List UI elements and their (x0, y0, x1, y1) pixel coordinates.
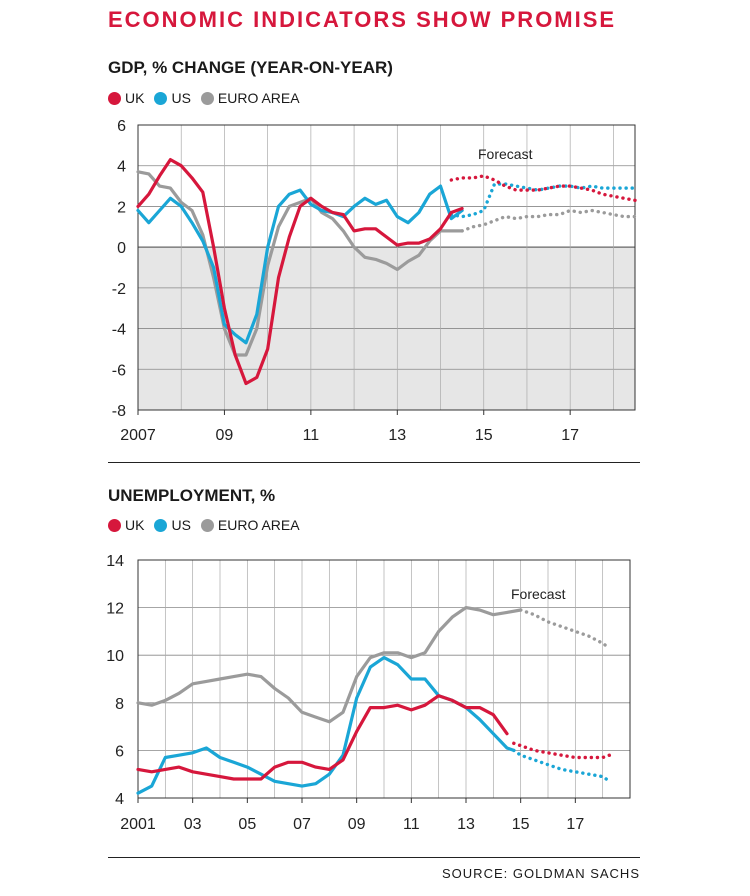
unemployment-legend: UK US EURO AREA (108, 517, 310, 533)
gdp-ytick-label: -2 (112, 281, 126, 298)
unemployment-legend-us: US (154, 517, 191, 533)
gdp-series-euro-actual (136, 170, 464, 357)
unemployment-ytick-label: 6 (115, 743, 124, 760)
unemployment-series-us-forecast (512, 748, 612, 783)
gdp-xtick-label: 11 (303, 427, 320, 444)
gdp-forecast-annotation: Forecast (478, 146, 533, 162)
unemployment-plot-border (137, 559, 631, 799)
unemployment-chart-title: UNEMPLOYMENT, % (108, 486, 276, 505)
gdp-ytick-label: -4 (112, 322, 126, 339)
unemployment-legend-euro-label: EURO AREA (217, 517, 300, 533)
gdp-legend: UK US EURO AREA (108, 90, 310, 106)
gdp-xtick-label: 15 (475, 427, 493, 444)
unemployment-xtick-label: 03 (184, 816, 202, 833)
gdp-legend-euro: EURO AREA (200, 90, 300, 106)
euro-dot-icon (200, 91, 214, 105)
gdp-plot-border (137, 124, 636, 411)
unemployment-xtick-label: 07 (293, 816, 311, 833)
gdp-legend-uk: UK (108, 90, 144, 106)
gdp-xtick-label: 13 (388, 427, 406, 444)
unemployment-legend-us-label: US (171, 517, 191, 533)
gdp-xtick-label: 09 (216, 427, 234, 444)
unemployment-ytick-label: 14 (106, 553, 124, 570)
gdp-divider (108, 462, 640, 463)
unemployment-series-euro-forecast (519, 608, 612, 650)
euro-dot-icon (200, 518, 214, 532)
gdp-series-uk-actual (136, 158, 464, 386)
unemployment-ytick-label: 8 (115, 696, 124, 713)
gdp-legend-uk-label: UK (125, 90, 145, 106)
gdp-legend-us-label: US (171, 90, 191, 106)
unemployment-series-uk-forecast (512, 741, 612, 760)
gdp-series-euro-forecast (460, 208, 637, 233)
gdp-ytick-label: 2 (117, 199, 126, 216)
gdp-series-us-actual (136, 184, 464, 345)
gdp-series-us-forecast (449, 182, 637, 219)
gdp-ytick-label: 4 (117, 159, 126, 176)
unemployment-legend-uk: UK (108, 517, 144, 533)
gdp-ytick-label: 6 (117, 118, 126, 135)
unemployment-xtick-label: 17 (566, 816, 584, 833)
gdp-xtick-label: 17 (561, 427, 579, 444)
gdp-legend-euro-label: EURO AREA (217, 90, 300, 106)
unemployment-series-uk-actual (136, 694, 509, 781)
unemployment-forecast-annotation: Forecast (511, 586, 566, 602)
unemployment-xtick-label: 13 (457, 816, 475, 833)
unemployment-divider (108, 857, 640, 858)
unemployment-ytick-label: 12 (106, 601, 124, 618)
unemployment-ytick-label: 4 (115, 791, 124, 808)
unemployment-xtick-label: 2001 (120, 816, 156, 833)
gdp-xtick-label: 2007 (120, 427, 156, 444)
unemployment-series-euro-actual (136, 605, 523, 724)
gdp-chart: 6 4 2 0 -2 -4 -6 -8 2007 09 11 13 15 17 Forecast (112, 118, 637, 444)
unemployment-xtick-label: 11 (403, 816, 420, 833)
gdp-legend-us: US (154, 90, 191, 106)
source-note: SOURCE: GOLDMAN SACHS (442, 866, 640, 881)
uk-dot-icon (108, 91, 121, 105)
gdp-chart-title: GDP, % CHANGE (YEAR-ON-YEAR) (108, 58, 393, 77)
uk-dot-icon (108, 518, 121, 532)
unemployment-ytick-label: 10 (106, 648, 124, 665)
us-dot-icon (154, 518, 168, 532)
gdp-series-uk-forecast (449, 174, 637, 203)
unemployment-xtick-label: 05 (238, 816, 256, 833)
gdp-ytick-label: 0 (117, 240, 126, 257)
unemployment-xtick-label: 15 (512, 816, 530, 833)
gdp-ytick-label: -6 (112, 362, 126, 379)
gdp-ytick-label: -8 (112, 403, 126, 420)
us-dot-icon (154, 91, 168, 105)
infographic-title: ECONOMIC INDICATORS SHOW PROMISE (108, 7, 617, 32)
unemployment-xtick-label: 09 (348, 816, 366, 833)
unemployment-legend-uk-label: UK (125, 517, 145, 533)
unemployment-chart: 14 12 10 8 6 4 2001 03 05 07 09 11 13 15 17 Forecast (106, 553, 631, 833)
unemployment-legend-euro: EURO AREA (200, 517, 300, 533)
